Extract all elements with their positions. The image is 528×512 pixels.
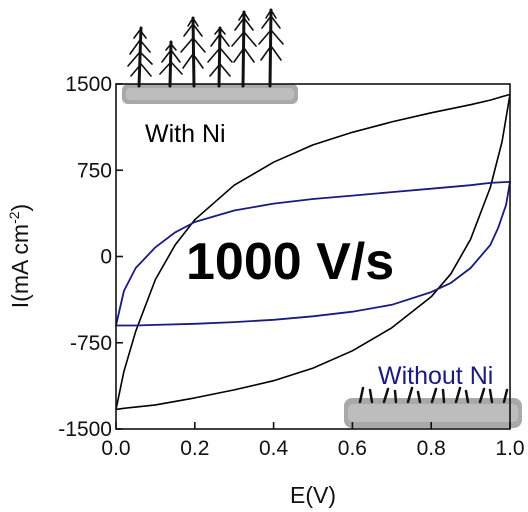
without-ni-nanostructure-illustration	[344, 386, 522, 428]
y-tick-label: 750	[77, 159, 112, 182]
x-tick-label: 0.6	[338, 437, 367, 460]
y-axis-title-superscript: -2	[6, 211, 22, 224]
without-ni-label: Without Ni	[378, 362, 493, 390]
y-axis-title-close: )	[7, 204, 33, 212]
x-tick-label: 0.0	[101, 437, 130, 460]
with-ni-label: With Ni	[145, 120, 226, 148]
x-axis-ticks: 0.0 0.2 0.4 0.6 0.8 1.0	[101, 422, 525, 460]
y-axis-title: I(mA cm-2)	[6, 204, 33, 308]
series-without-ni-curve	[115, 180, 511, 327]
scan-rate-label: 1000 V/s	[186, 233, 394, 291]
x-tick-label: 0.4	[259, 437, 289, 460]
y-axis-ticks: 1500 750 0 -750 -1500	[58, 73, 123, 441]
y-tick-label: -750	[70, 332, 112, 355]
y-axis-title-main: I(mA cm	[7, 224, 33, 308]
y-tick-label: -1500	[58, 418, 112, 441]
x-tick-label: 1.0	[495, 437, 524, 460]
with-ni-nanostructure-illustration	[122, 8, 298, 104]
y-tick-label: 1500	[65, 73, 112, 96]
y-tick-label: 0	[100, 246, 112, 269]
x-axis-title: E(V)	[290, 482, 336, 508]
x-tick-label: 0.8	[417, 437, 446, 460]
x-tick-label: 0.2	[180, 437, 209, 460]
